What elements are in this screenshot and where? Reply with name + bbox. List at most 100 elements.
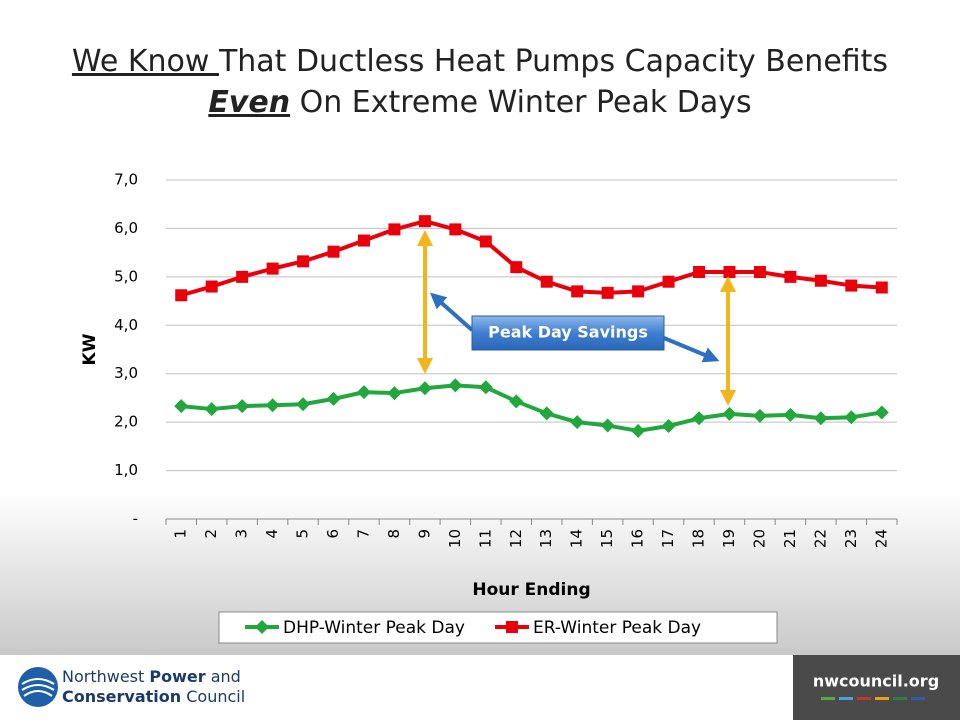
x-tick-label: 1 xyxy=(172,529,190,539)
legend-label: DHP-Winter Peak Day xyxy=(283,618,465,638)
y-tick-label: 2,0 xyxy=(114,413,138,431)
logo xyxy=(18,667,58,707)
data-point xyxy=(235,399,250,414)
y-tick-label: 4,0 xyxy=(114,316,138,334)
legend-label: ER-Winter Peak Day xyxy=(533,618,701,638)
data-point xyxy=(327,245,340,258)
data-point xyxy=(510,261,523,274)
x-tick-label: 17 xyxy=(659,529,677,548)
data-point xyxy=(784,270,797,283)
data-point xyxy=(722,406,737,421)
data-point xyxy=(600,418,615,433)
text-run: Northwest xyxy=(62,667,149,686)
x-tick-label: 16 xyxy=(629,529,647,548)
footer-panel xyxy=(793,655,960,720)
data-point xyxy=(296,397,311,412)
legend-marker xyxy=(255,620,269,634)
data-point xyxy=(478,380,493,395)
x-tick-label: 18 xyxy=(690,529,708,548)
data-point xyxy=(661,419,676,434)
x-tick-label: 23 xyxy=(842,529,860,548)
text-run: On Extreme Winter Peak Days xyxy=(290,85,752,120)
data-point xyxy=(632,285,645,298)
x-axis-title: Hour Ending xyxy=(472,580,590,600)
data-point xyxy=(449,223,462,236)
y-tick-label: 3,0 xyxy=(114,364,138,382)
x-tick-label: 3 xyxy=(233,529,251,539)
data-point xyxy=(783,407,798,422)
x-tick-label: 2 xyxy=(202,529,220,539)
data-point xyxy=(693,266,706,279)
data-point xyxy=(844,410,859,425)
website: nwcouncil.org xyxy=(813,672,939,691)
x-tick-label: 12 xyxy=(507,529,525,548)
data-point xyxy=(814,274,827,287)
x-tick-label: 20 xyxy=(750,529,768,548)
data-point xyxy=(753,266,766,279)
data-point xyxy=(509,394,524,409)
y-tick-label: - xyxy=(133,510,138,528)
y-tick-label: 6,0 xyxy=(114,219,138,237)
x-tick-label: 22 xyxy=(811,529,829,548)
data-point xyxy=(388,223,401,236)
x-tick-label: 11 xyxy=(476,529,494,548)
data-point xyxy=(266,262,279,275)
y-axis-title: KW xyxy=(80,333,100,365)
y-tick-label: 7,0 xyxy=(114,171,138,189)
callout-box xyxy=(471,315,665,351)
text-run: and xyxy=(206,667,241,686)
x-tick-label: 10 xyxy=(446,529,464,548)
footer-dashes xyxy=(821,697,925,700)
x-tick-label: 19 xyxy=(720,529,738,548)
callout-arrow xyxy=(430,292,474,332)
data-point xyxy=(479,235,492,248)
org-name: Conservation Council xyxy=(62,687,245,706)
text-run: Conservation xyxy=(62,687,181,706)
data-point xyxy=(723,266,736,279)
x-tick-label: 4 xyxy=(263,529,281,539)
data-point xyxy=(601,286,614,299)
slide-title: We Know That Ductless Heat Pumps Capacit… xyxy=(72,44,888,79)
x-tick-label: 24 xyxy=(872,529,890,548)
data-point xyxy=(326,391,341,406)
data-point xyxy=(205,280,218,293)
y-tick-label: 5,0 xyxy=(114,267,138,285)
plot-area: -1,02,03,04,05,06,07,01 2 3 4 5 6 7 8 9 10 11 12 13 1… xyxy=(80,171,898,644)
y-tick-label: 1,0 xyxy=(114,461,138,479)
annotation: Peak Day Savings xyxy=(488,323,648,342)
x-tick-label: 14 xyxy=(568,529,586,548)
data-point xyxy=(662,275,675,288)
x-tick-label: 15 xyxy=(598,529,616,548)
slide-title: Even On Extreme Winter Peak Days xyxy=(208,85,751,120)
text-run: Even xyxy=(208,85,290,120)
x-tick-label: 8 xyxy=(385,529,403,539)
data-point xyxy=(845,279,858,292)
text-run: Power xyxy=(149,667,205,686)
data-point xyxy=(265,398,280,413)
legend-marker xyxy=(506,621,518,633)
data-point xyxy=(356,385,371,400)
text-run: That Ductless Heat Pumps Capacity Benefi… xyxy=(218,44,888,79)
x-tick-label: 9 xyxy=(415,529,433,539)
data-point xyxy=(297,255,310,268)
data-point xyxy=(539,406,554,421)
data-point xyxy=(175,289,188,302)
callout-arrow xyxy=(663,336,720,363)
data-point xyxy=(357,234,370,247)
data-point xyxy=(418,215,431,228)
data-point xyxy=(417,381,432,396)
data-point xyxy=(236,270,249,283)
data-point xyxy=(540,275,553,288)
x-tick-label: 6 xyxy=(324,529,342,539)
data-point xyxy=(571,285,584,298)
text-run: Council xyxy=(181,687,245,706)
x-tick-label: 5 xyxy=(294,529,312,539)
x-tick-label: 7 xyxy=(354,529,372,539)
text-run: We Know xyxy=(72,44,219,79)
data-point xyxy=(387,386,402,401)
data-point xyxy=(448,378,463,393)
data-point xyxy=(875,281,888,294)
x-tick-label: 13 xyxy=(537,529,555,548)
